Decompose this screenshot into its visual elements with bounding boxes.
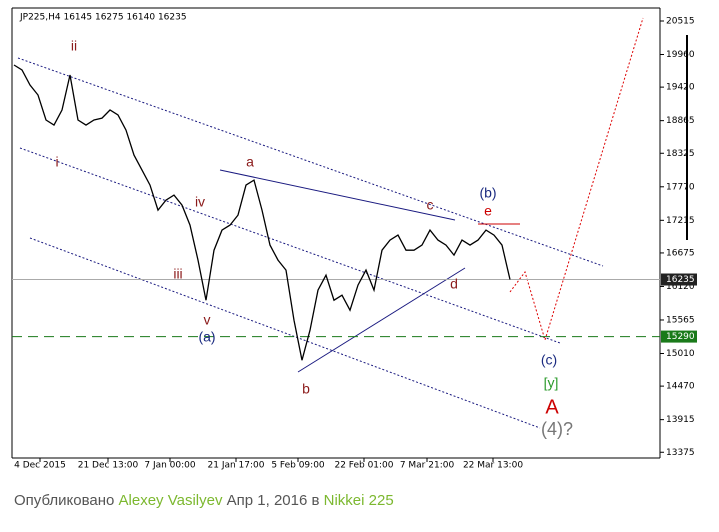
wave-label: i: [55, 154, 58, 170]
x-tick-label: 21 Dec 13:00: [78, 461, 139, 471]
y-tick-label: 15565: [666, 315, 695, 325]
wave-label: d: [450, 276, 458, 292]
channel-line: [17, 57, 604, 267]
y-tick-label: 16120: [666, 282, 695, 292]
y-tick-label: 17770: [666, 182, 695, 192]
level-label: 15290: [666, 332, 695, 342]
y-tick-label: 16675: [666, 248, 695, 258]
wave-label: iv: [195, 194, 205, 210]
wave-label: A: [545, 396, 559, 418]
x-tick-label: 7 Jan 00:00: [144, 461, 196, 471]
symbol-link[interactable]: Nikkei 225: [323, 492, 394, 509]
channels: [17, 57, 604, 429]
y-tick-label: 18865: [666, 116, 695, 126]
level-box: [661, 330, 697, 343]
wave-label: e: [484, 203, 492, 219]
wave-label: (c): [541, 352, 557, 368]
forecast-path: [509, 17, 644, 342]
wave-label: v: [204, 312, 211, 328]
trend-line: [297, 267, 466, 373]
y-tick-label: 13915: [666, 415, 695, 425]
current-price-label: 16235: [666, 275, 695, 285]
wave-label: c: [427, 197, 434, 213]
x-tick-label: 7 Mar 21:00: [400, 461, 455, 471]
x-tick-label: 22 Mar 13:00: [463, 461, 523, 471]
wave-label: ii: [71, 38, 77, 54]
author-link[interactable]: Alexey Vasilyev: [118, 492, 223, 509]
date: Апр 1, 2016: [226, 492, 308, 509]
y-tick-label: 14470: [666, 382, 695, 392]
in: в: [311, 492, 320, 509]
price-line: [13, 64, 511, 361]
y-tick-label: 18325: [666, 149, 695, 159]
wave-label: b: [302, 381, 310, 397]
wave-label: (b): [479, 185, 496, 201]
wave-label: iii: [173, 266, 182, 282]
y-tick-label: 19960: [666, 50, 695, 60]
y-tick-label: 17215: [666, 216, 695, 226]
x-tick-label: 21 Jan 17:00: [208, 461, 265, 471]
wave-label: [y]: [544, 375, 559, 391]
trend-line: [219, 169, 456, 221]
x-tick-label: 22 Feb 01:00: [334, 461, 393, 471]
wave-label: (a): [198, 329, 215, 345]
footer: Опубликовано Alexey Vasilyev Апр 1, 2016…: [14, 492, 394, 509]
wave-label: (4)?: [541, 419, 573, 439]
published: Опубликовано: [14, 492, 115, 509]
wave-label: a: [246, 154, 254, 170]
y-tick-label: 19420: [666, 83, 695, 93]
chart-title: JP225,H4 16145 16275 16140 16235: [19, 13, 187, 23]
channel-line: [29, 237, 541, 429]
x-tick-label: 4 Dec 2015: [14, 461, 66, 471]
y-tick-label: 13375: [666, 448, 695, 458]
y-tick-label: 15010: [666, 349, 695, 359]
channel-line: [19, 147, 561, 344]
x-tick-label: 5 Feb 09:00: [271, 461, 325, 471]
current-price-box: [661, 273, 697, 286]
y-tick-label: 20515: [666, 16, 695, 26]
chart: JP225,H4 16145 16275 16140 16235 20515 19…: [11, 7, 697, 471]
